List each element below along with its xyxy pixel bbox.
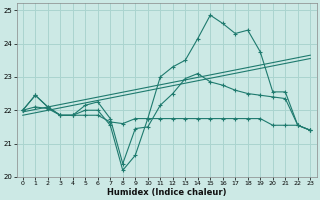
X-axis label: Humidex (Indice chaleur): Humidex (Indice chaleur) bbox=[107, 188, 226, 197]
